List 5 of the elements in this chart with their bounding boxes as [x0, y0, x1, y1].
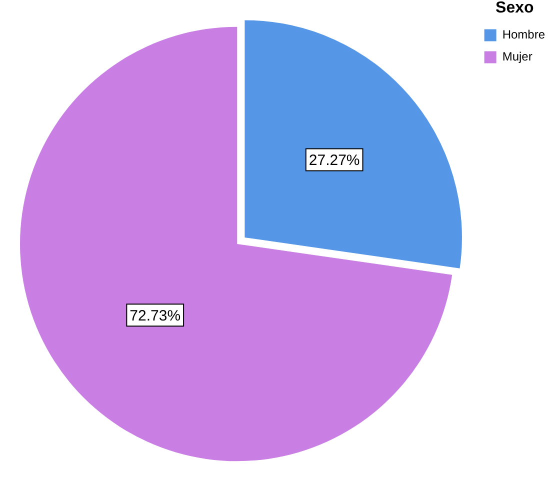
data-label: 72.73%	[130, 307, 181, 324]
legend-label: Hombre	[502, 28, 546, 42]
legend-label: Mujer	[502, 50, 532, 64]
legend-title: Sexo	[496, 0, 534, 16]
data-label: 27.27%	[308, 152, 360, 169]
